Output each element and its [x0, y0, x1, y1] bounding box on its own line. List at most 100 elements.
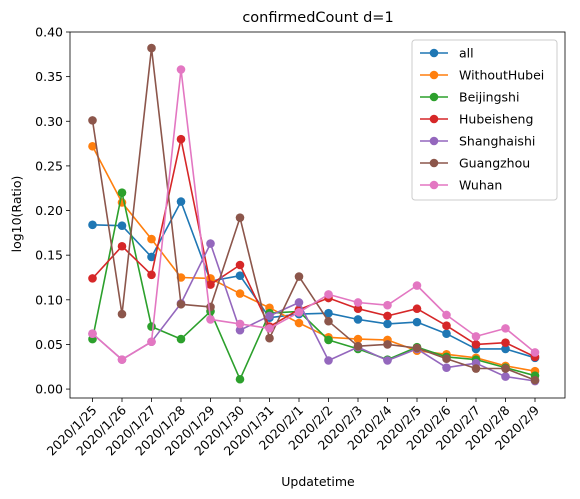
- data-point: [353, 341, 363, 351]
- data-point: [206, 302, 215, 312]
- legend-label: Shanghaishi: [459, 134, 535, 149]
- legend-item-hubeisheng: Hubeisheng: [420, 112, 533, 127]
- data-point: [501, 372, 510, 381]
- data-point: [117, 188, 127, 197]
- series-guangzhou: [88, 43, 540, 385]
- data-point: [353, 334, 363, 344]
- data-point: [147, 270, 156, 280]
- legend-label: Wuhan: [459, 178, 502, 193]
- legend-box: [411, 39, 558, 201]
- legend-item-all: all: [420, 46, 474, 61]
- legend-swatch-marker: [429, 70, 439, 80]
- data-point: [206, 315, 215, 324]
- plot-frame: [69, 31, 566, 399]
- data-point: [206, 239, 215, 248]
- data-point: [235, 319, 245, 329]
- legend-swatch-marker: [429, 180, 439, 190]
- series-line: [91, 47, 536, 381]
- data-point: [383, 340, 392, 349]
- legend-label: all: [459, 46, 474, 61]
- data-point: [324, 316, 333, 326]
- y-tick-label: 0.15: [35, 248, 63, 263]
- data-point: [501, 344, 510, 354]
- legend-label: WithoutHubei: [459, 68, 544, 83]
- y-tick-label: 0.20: [35, 203, 63, 218]
- data-point: [235, 374, 245, 384]
- x-axis-title: Updatetime: [281, 474, 355, 489]
- data-point: [383, 319, 392, 329]
- data-point: [294, 318, 304, 328]
- data-point: [147, 252, 156, 262]
- data-point: [294, 308, 304, 317]
- legend-item-guangzhou: Guangzhou: [420, 156, 530, 171]
- data-point: [265, 311, 274, 321]
- x-axis: 2020/1/252020/1/262020/1/272020/1/282020…: [44, 398, 542, 458]
- series-line: [92, 200, 536, 359]
- data-point: [501, 364, 510, 373]
- data-point: [324, 308, 333, 318]
- data-point: [265, 333, 274, 343]
- data-point: [530, 375, 540, 385]
- y-tick-label: 0.05: [35, 337, 63, 352]
- data-point: [117, 221, 127, 231]
- data-point: [353, 298, 363, 307]
- y-axis-title: log10(Ratio): [9, 176, 24, 253]
- series-line: [91, 242, 536, 382]
- legend-swatch-marker: [429, 136, 439, 146]
- data-point: [353, 315, 363, 324]
- data-point: [412, 304, 422, 314]
- y-tick-label: 0.10: [35, 292, 63, 307]
- data-point: [88, 141, 97, 151]
- data-point: [294, 298, 304, 307]
- data-point: [501, 338, 510, 347]
- series-shanghaishi: [88, 239, 540, 386]
- data-point: [442, 310, 451, 320]
- legend-swatch-marker: [429, 158, 439, 168]
- legend-swatch-marker: [429, 48, 439, 58]
- data-point: [176, 334, 186, 344]
- plot-area: [69, 31, 566, 399]
- y-tick-label: 0.30: [35, 114, 63, 129]
- y-axis: 0.00 0.05 0.10 0.15 0.20 0.25 0.30 0.35 0.40: [35, 25, 70, 397]
- legend-item-beijingshi: Beijingshi: [420, 90, 519, 105]
- legend-item-wuhan: Wuhan: [420, 178, 502, 193]
- data-point: [88, 116, 97, 125]
- legend-label: Guangzhou: [459, 156, 530, 171]
- chart-title: confirmedCount d=1: [242, 10, 393, 26]
- legend-swatch-marker: [429, 92, 439, 102]
- series-wuhan: [88, 65, 540, 364]
- data-point: [265, 324, 274, 333]
- data-point: [235, 260, 245, 270]
- legend-item-shanghaishi: Shanghaishi: [420, 134, 535, 149]
- data-point: [88, 274, 97, 283]
- data-point: [117, 241, 127, 251]
- legend-label: Beijingshi: [459, 90, 519, 105]
- data-point: [324, 356, 333, 365]
- legend: all WithoutHubei Beijingshi Hubeisheng Shang…: [411, 39, 558, 201]
- data-point: [324, 335, 333, 345]
- y-tick-label: 0.40: [35, 25, 63, 40]
- data-point: [412, 281, 422, 290]
- data-point: [383, 300, 392, 310]
- data-point: [147, 234, 156, 244]
- data-point: [235, 325, 245, 335]
- series-line: [91, 191, 536, 381]
- data-point: [147, 43, 156, 53]
- data-point: [88, 329, 97, 339]
- data-point: [176, 197, 186, 206]
- data-point: [442, 354, 451, 364]
- data-point: [324, 290, 333, 299]
- y-tick-label: 0.35: [35, 69, 63, 84]
- data-point: [235, 213, 245, 222]
- data-point: [353, 304, 363, 314]
- data-point: [235, 289, 245, 298]
- data-point: [412, 343, 422, 353]
- data-point: [117, 309, 127, 319]
- legend-label: Hubeisheng: [459, 112, 533, 127]
- data-point: [383, 311, 392, 321]
- data-point: [501, 324, 510, 333]
- data-point: [147, 337, 156, 347]
- series-line: [91, 68, 536, 361]
- data-point: [530, 348, 540, 357]
